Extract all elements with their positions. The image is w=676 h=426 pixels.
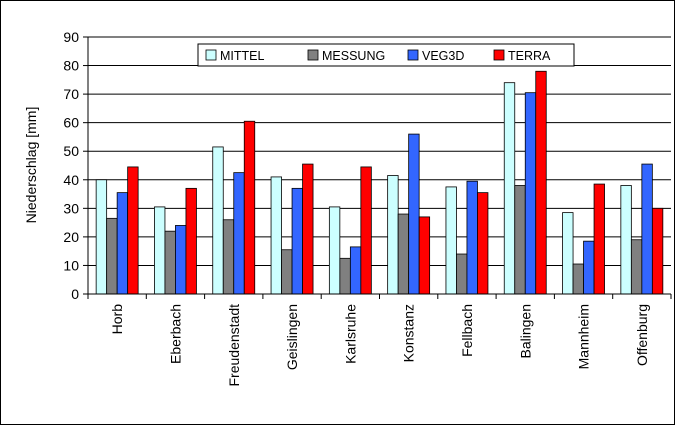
bar-veg3d-freudenstadt — [233, 172, 245, 295]
x-tick-label: Karlsruhe — [342, 304, 358, 364]
bar-mittel-fellbach — [445, 186, 457, 295]
bar-terra-geislingen — [302, 163, 314, 295]
legend-label-terra: TERRA — [508, 49, 551, 63]
bar-mittel-balingen — [503, 82, 516, 295]
bar-terra-mannheim — [593, 183, 605, 295]
x-tick-label: Mannheim — [576, 304, 592, 369]
y-tick-label: 60 — [63, 115, 79, 131]
y-tick-label: 20 — [63, 229, 79, 245]
y-tick-label: 80 — [63, 58, 79, 74]
y-tick-label: 10 — [63, 257, 79, 273]
legend-box — [197, 43, 575, 67]
legend-label-veg3d: VEG3D — [422, 49, 464, 63]
bar-messung-horb — [106, 217, 118, 295]
x-tick-label: Offenburg — [634, 304, 650, 366]
bar-messung-konstanz — [397, 213, 410, 295]
legend-label-messung: MESSUNG — [322, 49, 385, 63]
bar-messung-karlsruhe — [339, 257, 351, 295]
bar-messung-offenburg — [630, 239, 643, 295]
bar-terra-karlsruhe — [360, 166, 372, 295]
bar-veg3d-balingen — [524, 92, 537, 295]
bar-messung-freudenstadt — [222, 219, 235, 295]
bar-veg3d-konstanz — [408, 133, 420, 295]
legend: MITTEL MESSUNG VEG3D TERRA — [197, 43, 575, 67]
bar-terra-balingen — [535, 70, 547, 295]
axes — [83, 36, 672, 299]
bar-messung-fellbach — [456, 253, 468, 295]
bar-messung-mannheim — [572, 263, 584, 295]
bar-mittel-karlsruhe — [328, 206, 341, 295]
bar-terra-horb — [127, 166, 139, 295]
x-tick-labels: Horb Eberbach Freudenstadt Geislingen Karlsr… — [109, 304, 650, 387]
legend-swatch-mittel — [205, 49, 217, 61]
y-tick-label: 0 — [71, 286, 79, 302]
x-tick-label: Horb — [109, 304, 125, 335]
bar-mittel-horb — [95, 179, 108, 295]
legend-swatch-terra — [493, 49, 505, 61]
bar-mittel-eberbach — [154, 206, 166, 295]
y-tick-label: 40 — [63, 172, 79, 188]
bar-terra-fellbach — [477, 192, 489, 295]
bar-mittel-geislingen — [270, 176, 282, 295]
bar-terra-konstanz — [418, 216, 431, 295]
bar-veg3d-offenburg — [641, 163, 653, 295]
bar-messung-geislingen — [281, 249, 293, 295]
y-axis-label: Niederschlag [mm] — [23, 107, 39, 224]
bars — [95, 70, 664, 295]
y-tick-label: 90 — [63, 29, 79, 45]
bar-veg3d-fellbach — [466, 180, 478, 295]
bar-terra-eberbach — [185, 187, 197, 295]
y-tick-label: 50 — [63, 143, 79, 159]
bar-mittel-offenburg — [620, 185, 632, 295]
bar-veg3d-karlsruhe — [349, 246, 362, 295]
x-tick-label: Fellbach — [459, 304, 475, 357]
x-tick-label: Freudenstadt — [226, 304, 242, 387]
bar-mittel-konstanz — [387, 175, 399, 295]
bar-veg3d-eberbach — [175, 225, 187, 295]
legend-swatch-veg3d — [407, 49, 419, 61]
x-tick-label: Eberbach — [167, 304, 183, 364]
y-tick-label: 70 — [63, 86, 79, 102]
bar-mittel-mannheim — [562, 212, 574, 295]
bar-mittel-freudenstadt — [212, 146, 224, 295]
bar-messung-eberbach — [164, 230, 176, 295]
bar-terra-offenburg — [651, 207, 664, 295]
y-tick-label: 30 — [63, 200, 79, 216]
bar-veg3d-horb — [116, 192, 129, 295]
x-tick-label: Geislingen — [284, 304, 300, 370]
bar-veg3d-mannheim — [583, 240, 595, 295]
bar-veg3d-geislingen — [291, 187, 303, 295]
bar-terra-freudenstadt — [243, 120, 256, 295]
legend-swatch-messung — [307, 49, 319, 61]
legend-label-mittel: MITTEL — [220, 49, 264, 63]
y-tick-labels: 0 10 20 30 40 50 60 70 80 90 — [63, 29, 79, 302]
x-tick-label: Balingen — [517, 304, 533, 359]
x-tick-label: Konstanz — [401, 304, 417, 362]
bar-messung-balingen — [514, 185, 526, 295]
